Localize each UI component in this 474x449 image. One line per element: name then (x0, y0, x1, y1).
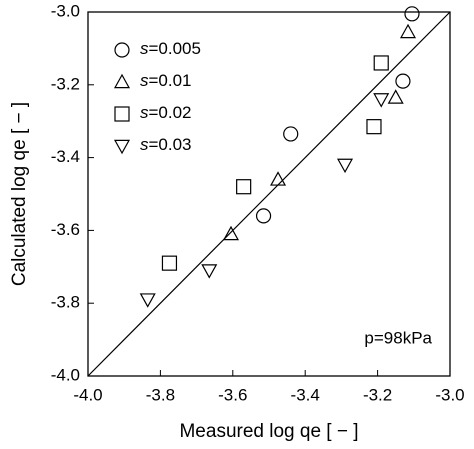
identity-line (87, 11, 451, 377)
x-tick-label: -3.2 (363, 385, 392, 404)
legend-label: s=0.01 (140, 71, 192, 90)
point (373, 93, 390, 108)
legend-label: s=0.03 (140, 135, 192, 154)
point (201, 264, 218, 279)
point (270, 171, 287, 186)
x-tick-label: -3.0 (435, 385, 464, 404)
x-tick-label: -3.8 (146, 385, 175, 404)
point (399, 23, 417, 39)
x-tick-label: -4.0 (73, 385, 102, 404)
point (222, 225, 240, 241)
y-tick-label: -3.2 (51, 74, 80, 93)
point (161, 255, 178, 271)
legend-marker (113, 139, 131, 155)
plot-frame (87, 11, 451, 377)
y-tick-label: -3.4 (51, 147, 80, 166)
point (395, 73, 411, 89)
annotation: p=98kPa (364, 328, 432, 347)
y-axis-label: Calculated log qe [ − ] (9, 102, 30, 286)
y-tick-label: -4.0 (51, 365, 80, 384)
point (283, 126, 299, 142)
point (337, 158, 354, 174)
legend-label: s=0.005 (140, 39, 201, 58)
point (373, 55, 389, 71)
y-tick-label: -3.6 (51, 220, 80, 239)
legend-label: s=0.02 (140, 103, 192, 122)
legend-marker (114, 42, 130, 58)
x-axis-label: Measured log qe [ − ] (179, 421, 358, 442)
point (366, 119, 382, 135)
point (139, 293, 156, 308)
y-tick-label: -3.0 (51, 1, 80, 20)
legend-marker (114, 106, 130, 122)
y-tick-label: -3.8 (51, 293, 80, 312)
point (387, 89, 404, 104)
point (404, 6, 420, 22)
legend-marker (113, 73, 131, 89)
x-tick-label: -3.6 (218, 385, 247, 404)
x-tick-label: -3.4 (291, 385, 320, 404)
point (255, 208, 272, 224)
point (236, 179, 252, 195)
